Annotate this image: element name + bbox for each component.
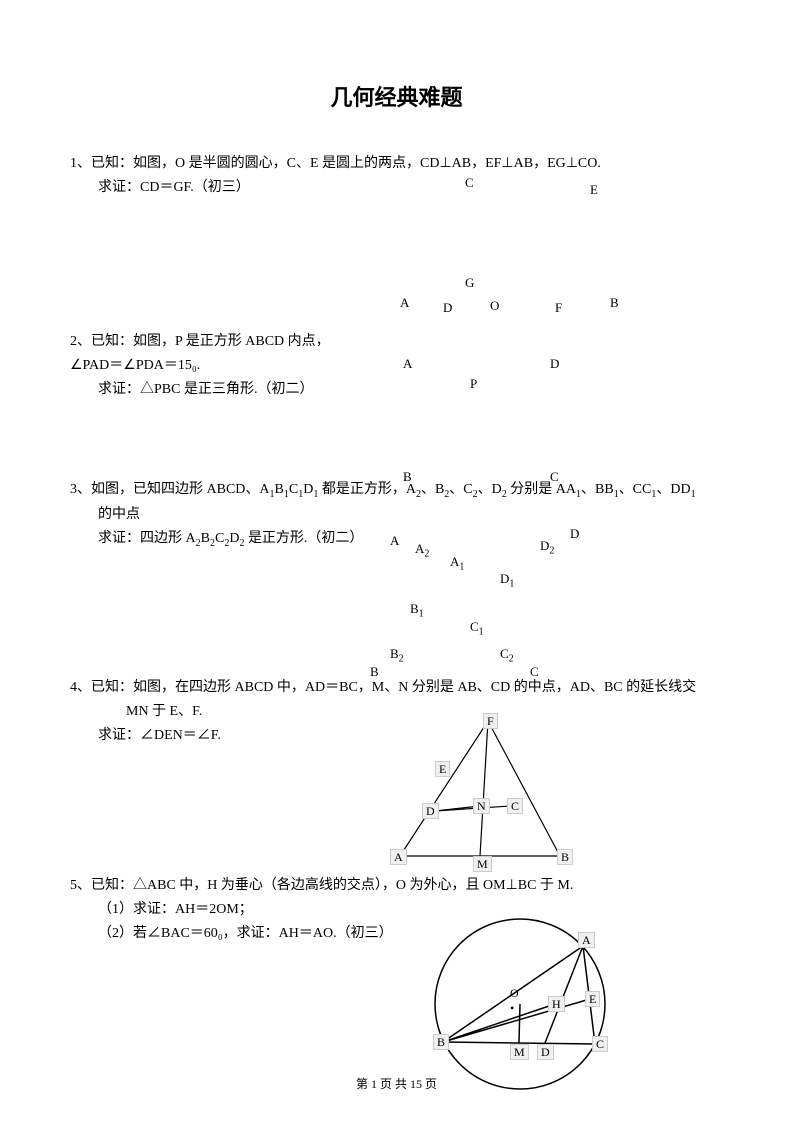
p3-t1j: 、BB — [581, 482, 614, 497]
p1-label-e: E — [590, 182, 598, 198]
p4-text1: 已知：如图，在四边形 ABCD 中，AD＝BC，M、N 分别是 AB、CD 的中… — [91, 680, 696, 695]
p5-lm: M — [510, 1044, 529, 1060]
p4-ln: N — [473, 798, 490, 814]
p1-label-d: D — [443, 300, 452, 316]
p4-line1: 4、已知：如图，在四边形 ABCD 中，AD＝BC，M、N 分别是 AB、CD … — [70, 676, 723, 700]
p5-num: 5、 — [70, 878, 91, 893]
p3-t1k: 、CC — [619, 482, 652, 497]
p3-lc2: C2 — [500, 646, 514, 665]
p3-lc1: C1 — [470, 619, 484, 638]
p3-lb1: B1 — [410, 601, 424, 620]
problem-2: 2、已知：如图，P 是正方形 ABCD 内点， ∠PAD＝∠PDA＝15₀. 求… — [70, 330, 723, 470]
p3-t3a: 求证：四边形 A — [98, 531, 196, 546]
p3-la2: A2 — [415, 541, 429, 560]
p5-line2: （1）求证：AH＝2OM； — [70, 898, 723, 922]
p2-line2: ∠PAD＝∠PDA＝15₀. — [70, 354, 723, 378]
p3-t3e: 是正方形.（初二） — [244, 531, 363, 546]
p3-t1e: 都是正方形，A — [318, 482, 416, 497]
p1-label-b: B — [610, 295, 619, 311]
p1-label-f: F — [555, 300, 562, 316]
p3-num: 3、 — [70, 482, 91, 497]
p1-line1: 1、已知：如图，O 是半圆的圆心，C、E 是圆上的两点，CD⊥AB，EF⊥AB，… — [70, 152, 723, 176]
p3-line2: 的中点 — [70, 503, 723, 527]
p5-lb: B — [433, 1034, 449, 1050]
p3-ld1: D1 — [500, 571, 514, 590]
p1-label-a: A — [400, 295, 409, 311]
p5-le: E — [585, 991, 600, 1007]
p4-num: 4、 — [70, 680, 91, 695]
p5-line1: 5、已知：△ABC 中，H 为垂心（各边高线的交点），O 为外心，且 OM⊥BC… — [70, 874, 723, 898]
p5-diagram: A O• H E B M D C — [415, 904, 625, 1104]
p5-text1: 已知：△ABC 中，H 为垂心（各边高线的交点），O 为外心，且 OM⊥BC 于… — [91, 878, 573, 893]
p4-svg — [370, 716, 590, 871]
p1-num: 1、 — [70, 156, 91, 171]
p3-t1l: 、DD — [656, 482, 690, 497]
p3-la: A — [390, 533, 399, 549]
p2-text1: 已知：如图，P 是正方形 ABCD 内点， — [91, 334, 330, 349]
p3-lb2: B2 — [390, 646, 404, 665]
p1-label-g: G — [465, 275, 474, 291]
p5-lh: H — [548, 996, 565, 1012]
p1-label-o: O — [490, 298, 499, 314]
p3-t3d: D — [229, 531, 239, 546]
p2-line3: 求证：△PBC 是正三角形.（初二） — [70, 378, 723, 402]
p3-t1f: 、B — [421, 482, 444, 497]
p4-le: E — [435, 761, 450, 777]
p1-line2: 求证：CD＝GF.（初三） — [70, 176, 723, 200]
p1-text1: 已知：如图，O 是半圆的圆心，C、E 是圆上的两点，CD⊥AB，EF⊥AB，EG… — [91, 156, 601, 171]
p3-t1c: C — [289, 482, 298, 497]
p3-t1b: B — [275, 482, 284, 497]
p3-ld: D — [570, 526, 579, 542]
problem-3: 3、如图，已知四边形 ABCD、A1B1C1D1 都是正方形，A2、B2、C2、… — [70, 478, 723, 668]
p3-t1h: 、D — [478, 482, 502, 497]
p3-t3c: C — [215, 531, 224, 546]
p2-label-a: A — [403, 356, 412, 372]
p5-la: A — [578, 932, 595, 948]
page-title: 几何经典难题 — [70, 80, 723, 112]
p2-num: 2、 — [70, 334, 91, 349]
problem-5: 5、已知：△ABC 中，H 为垂心（各边高线的交点），O 为外心，且 OM⊥BC… — [70, 874, 723, 1084]
p4-la: A — [390, 849, 407, 865]
p5-line3: （2）若∠BAC＝60₀，求证：AH＝AO.（初三） — [70, 922, 723, 946]
p5-ld: D — [537, 1044, 554, 1060]
p4-lf: F — [483, 713, 498, 729]
p3-la1: A1 — [450, 554, 464, 573]
p3-t3b: B — [201, 531, 210, 546]
p5-lo: O• — [510, 986, 519, 1016]
page-footer: 第 1 页 共 15 页 — [0, 1075, 793, 1092]
problem-1: 1、已知：如图，O 是半圆的圆心，C、E 是圆上的两点，CD⊥AB，EF⊥AB，… — [70, 152, 723, 322]
p4-lc: C — [507, 798, 523, 814]
p2-line1: 2、已知：如图，P 是正方形 ABCD 内点， — [70, 330, 723, 354]
p4-diagram: F E D N C A M B — [370, 716, 590, 871]
problem-4: 4、已知：如图，在四边形 ABCD 中，AD＝BC，M、N 分别是 AB、CD … — [70, 676, 723, 866]
p4-lb: B — [557, 849, 573, 865]
p3-line1: 3、如图，已知四边形 ABCD、A1B1C1D1 都是正方形，A2、B2、C2、… — [70, 478, 723, 503]
p1-label-c: C — [465, 175, 474, 191]
p2-label-p: P — [470, 376, 477, 392]
p3-ld2: D2 — [540, 538, 554, 557]
p4-lm: M — [473, 856, 492, 872]
p3-t1i: 分别是 AA — [507, 482, 576, 497]
p3-t1g: 、C — [449, 482, 472, 497]
p3-s12: 1 — [691, 489, 696, 500]
p3-t1d: D — [303, 482, 313, 497]
p4-ld: D — [422, 803, 439, 819]
p2-label-d: D — [550, 356, 559, 372]
p3-t1a: 如图，已知四边形 ABCD、A — [91, 482, 270, 497]
p5-lc: C — [592, 1036, 608, 1052]
